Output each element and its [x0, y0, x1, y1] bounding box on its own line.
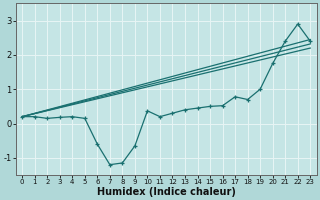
X-axis label: Humidex (Indice chaleur): Humidex (Indice chaleur)	[97, 187, 236, 197]
